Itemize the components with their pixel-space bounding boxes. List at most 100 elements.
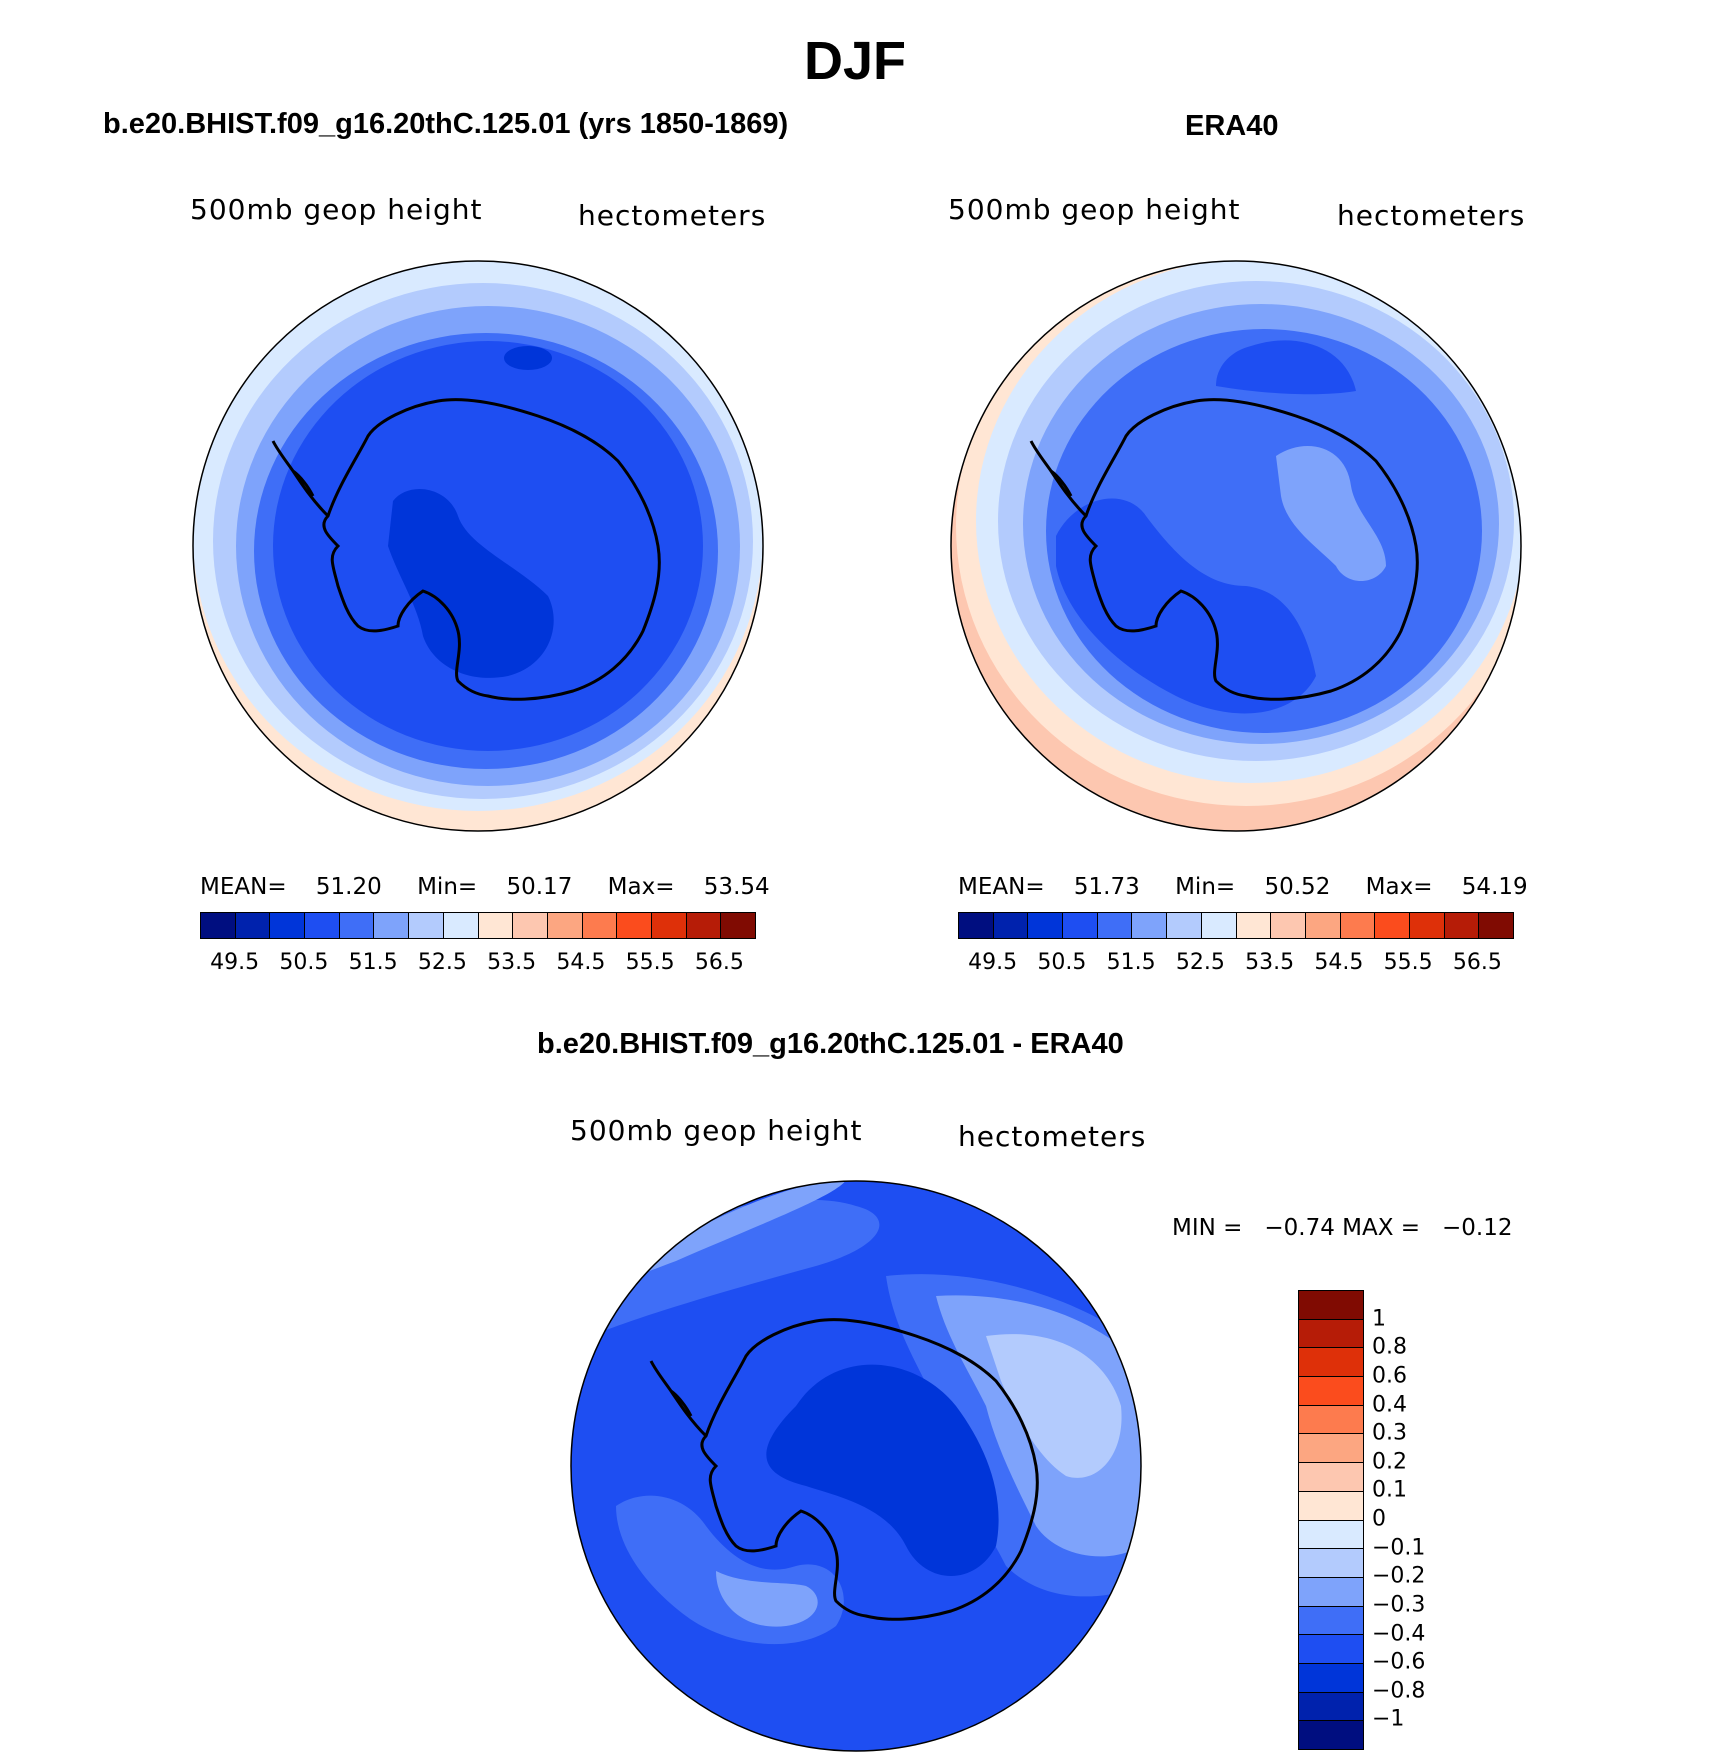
colorbar-tick-label: 49.5 (968, 950, 1018, 975)
obs-colorbar-ticks: 49.5 50.5 51.5 52.5 53.5 54.5 55.5 56.5 (958, 950, 1512, 980)
colorbar-tick-label: 49.5 (210, 950, 260, 975)
colorbar-tick-label: −0.2 (1372, 1563, 1426, 1589)
colorbar-tick-label: 54.5 (556, 950, 606, 975)
colorbar-swatch (235, 913, 271, 938)
colorbar-swatch (959, 913, 994, 938)
mean-value: 51.20 (315, 874, 382, 900)
contour-minus-0-3-west (716, 1571, 818, 1627)
mean-label: MEAN= (200, 874, 287, 900)
colorbar-swatch (1299, 1606, 1363, 1636)
colorbar-tick-label: 53.5 (1245, 950, 1295, 975)
diff-polar-map (570, 1180, 1142, 1752)
colorbar-swatch (513, 913, 548, 938)
colorbar-tick-label: −0.1 (1372, 1535, 1426, 1561)
colorbar-swatch (582, 913, 618, 938)
colorbar-swatch (1299, 1721, 1363, 1749)
colorbar-tick-label: 55.5 (1383, 950, 1433, 975)
colorbar-tick-label: 0.1 (1372, 1477, 1407, 1503)
colorbar-tick-label: 54.5 (1314, 950, 1364, 975)
colorbar-swatch (617, 913, 652, 938)
colorbar-swatch (686, 913, 722, 938)
colorbar-swatch (339, 913, 375, 938)
colorbar-swatch (1132, 913, 1168, 938)
colorbar-tick-label: 51.5 (1106, 950, 1156, 975)
colorbar-tick-label: 56.5 (1452, 950, 1502, 975)
min-label: Min= (417, 874, 478, 900)
colorbar-swatch (1299, 1692, 1363, 1722)
low-center-north (504, 346, 552, 370)
colorbar-swatch (1299, 1491, 1363, 1521)
colorbar-swatch (478, 913, 514, 938)
colorbar-swatch (1028, 913, 1064, 938)
colorbar-swatch (305, 913, 340, 938)
colorbar-swatch (651, 913, 687, 938)
colorbar-swatch (1305, 913, 1341, 938)
contour-minus-0-2-east (986, 1334, 1122, 1478)
figure-title: DJF (803, 31, 906, 91)
obs-colorbar (958, 912, 1514, 939)
high-center-interior (1276, 446, 1386, 581)
model-colorbar (200, 912, 756, 939)
colorbar-tick-label: −1 (1372, 1706, 1405, 1732)
colorbar-tick-label: 1 (1372, 1306, 1386, 1332)
colorbar-swatch (547, 913, 583, 938)
map-boundary (192, 260, 764, 832)
obs-polar-map (950, 260, 1522, 832)
colorbar-tick-label: 52.5 (417, 950, 467, 975)
diff-minmax: MIN = −0.74 MAX = −0.12 (1172, 1215, 1513, 1241)
obs-panel-title: ERA40 (1185, 110, 1279, 142)
colorbar-swatch (1201, 913, 1237, 938)
colorbar-swatch (1299, 1348, 1363, 1378)
colorbar-tick-label: −0.6 (1372, 1649, 1426, 1675)
colorbar-swatch (1299, 1663, 1363, 1693)
max-label: Max= (607, 874, 675, 900)
colorbar-tick-label: 56.5 (694, 950, 744, 975)
colorbar-tick-label: 0.8 (1372, 1334, 1407, 1360)
colorbar-swatch (1299, 1635, 1363, 1664)
colorbar-swatch (1299, 1319, 1363, 1349)
colorbar-tick-label: 50.5 (1037, 950, 1087, 975)
model-panel-title: b.e20.BHIST.f09_g16.20thC.125.01 (yrs 18… (103, 108, 789, 140)
mean-value: 51.73 (1073, 874, 1140, 900)
map-boundary (570, 1180, 1142, 1752)
colorbar-swatch (1479, 913, 1513, 938)
colorbar-swatch (1271, 913, 1306, 938)
colorbar-swatch (409, 913, 444, 938)
diff-panel-title: b.e20.BHIST.f09_g16.20thC.125.01 - ERA40 (537, 1028, 1124, 1060)
diff-variable-label: 500mb geop height (570, 1114, 863, 1147)
low-center-main (388, 489, 554, 678)
colorbar-swatch (1299, 1520, 1363, 1550)
obs-units-label: hectometers (1337, 199, 1526, 232)
colorbar-swatch (1097, 913, 1133, 938)
colorbar-tick-label: 52.5 (1175, 950, 1225, 975)
colorbar-tick-label: 55.5 (625, 950, 675, 975)
obs-stats: MEAN= 51.73 Min= 50.52 Max= 54.19 (958, 874, 1528, 900)
model-colorbar-ticks: 49.5 50.5 51.5 52.5 53.5 54.5 55.5 56.5 (200, 950, 754, 980)
diff-colorbar (1298, 1290, 1364, 1750)
colorbar-swatch (1299, 1549, 1363, 1578)
min-value: 50.52 (1264, 874, 1331, 900)
colorbar-swatch (270, 913, 306, 938)
colorbar-tick-label: 53.5 (487, 950, 537, 975)
colorbar-swatch (1299, 1291, 1363, 1320)
min-label: Min= (1175, 874, 1236, 900)
colorbar-tick-label: −0.8 (1372, 1678, 1426, 1704)
contour-minus-0-8 (766, 1364, 999, 1576)
colorbar-swatch (1340, 913, 1376, 938)
colorbar-swatch (1375, 913, 1410, 938)
colorbar-swatch (1444, 913, 1480, 938)
colorbar-swatch (1299, 1377, 1363, 1406)
colorbar-tick-label: 0.6 (1372, 1363, 1407, 1389)
colorbar-tick-label: 0.2 (1372, 1449, 1407, 1475)
colorbar-tick-label: 51.5 (348, 950, 398, 975)
colorbar-swatch (1063, 913, 1098, 938)
min-value: 50.17 (506, 874, 573, 900)
max-value: 54.19 (1461, 874, 1528, 900)
colorbar-swatch (1299, 1577, 1363, 1607)
colorbar-swatch (1299, 1405, 1363, 1435)
max-label: Max= (1365, 874, 1433, 900)
colorbar-swatch (443, 913, 479, 938)
colorbar-swatch (1299, 1463, 1363, 1492)
colorbar-swatch (1409, 913, 1445, 938)
diff-colorbar-ticks: 1 0.8 0.6 0.4 0.3 0.2 0.1 0 −0.1 −0.2 −0.3 −0.4 −0.6… (1372, 1290, 1492, 1748)
